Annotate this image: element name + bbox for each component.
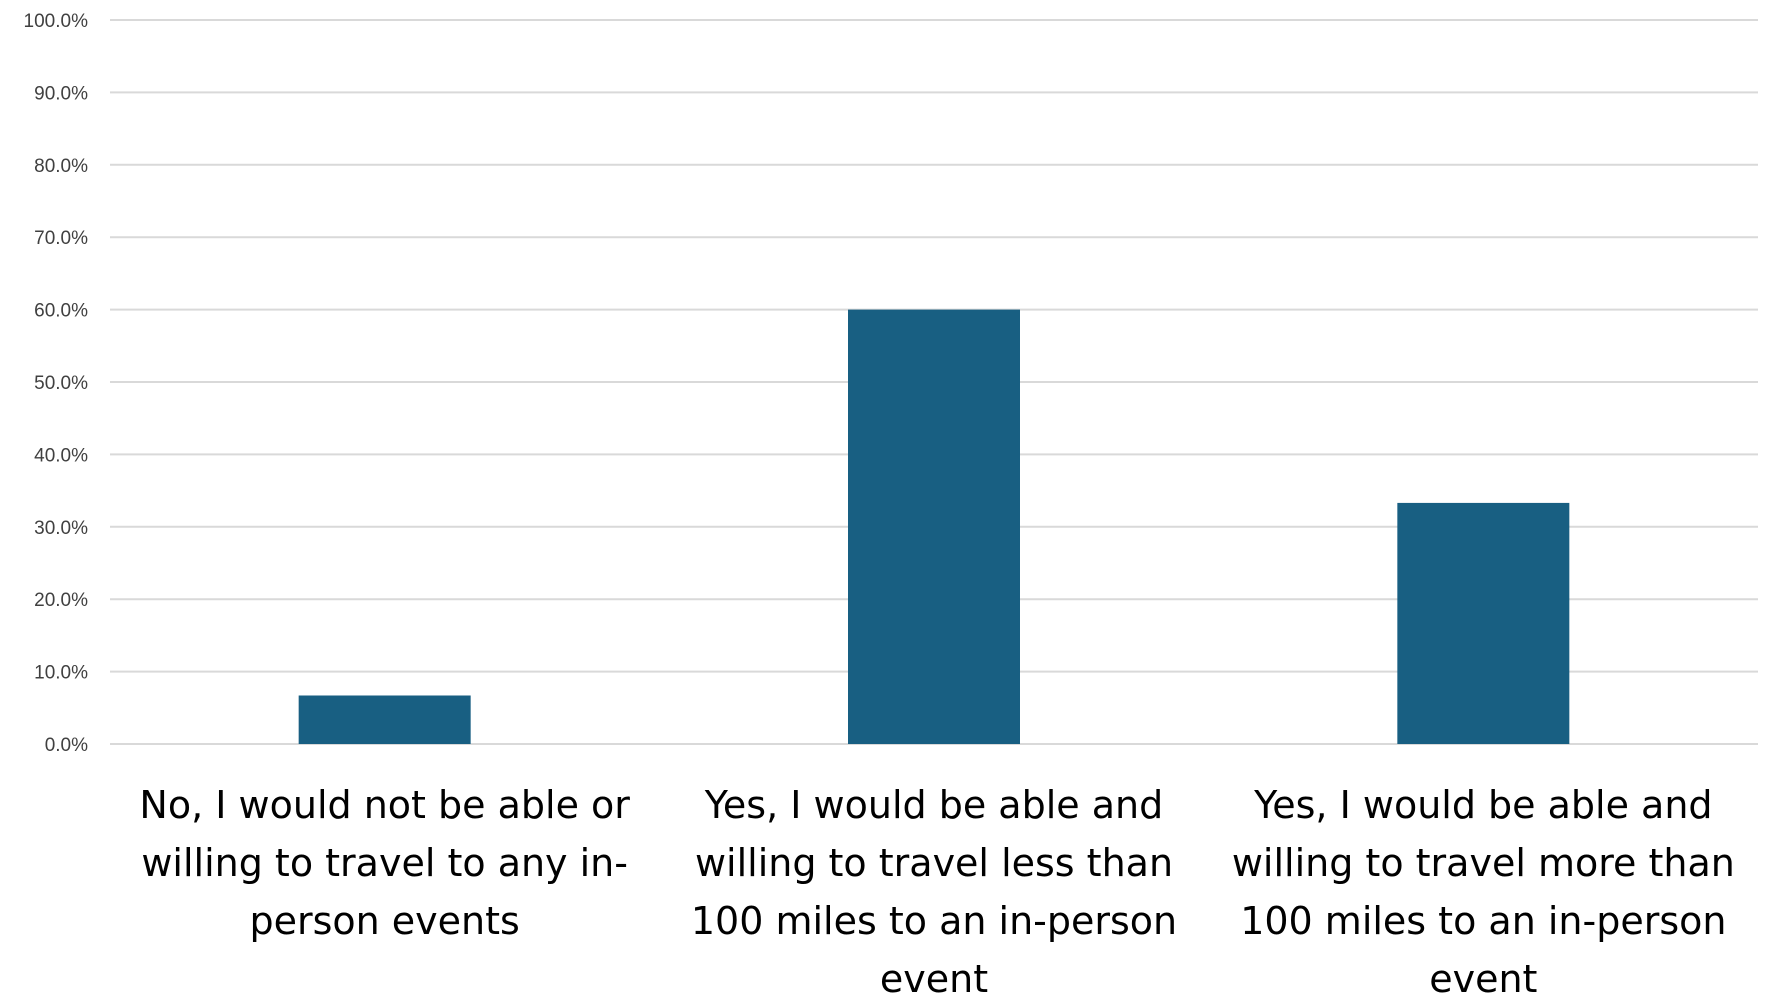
category-label-line: 100 miles to an in-person — [691, 899, 1177, 943]
category-label-line: Yes, I would be able and — [1253, 783, 1712, 827]
category-label-line: No, I would not be able or — [139, 783, 630, 827]
category-label-line: event — [880, 957, 988, 997]
y-axis-tick-labels: 0.0% 10.0% 20.0% 30.0% 40.0% 50.0% 60.0% 70.0% 8… — [24, 11, 89, 756]
y-tick-label: 10.0% — [34, 663, 88, 684]
category-label-line: 100 miles to an in-person — [1240, 899, 1726, 943]
bars — [298, 309, 1570, 744]
category-label: Yes, I would be able and willing to trave… — [691, 783, 1177, 997]
category-label-line: event — [1429, 957, 1537, 997]
y-tick-label: 80.0% — [34, 156, 88, 177]
y-tick-label: 20.0% — [34, 590, 88, 611]
bar — [848, 309, 1020, 744]
bar — [1397, 502, 1570, 744]
category-label: No, I would not be able or willing to tra… — [139, 783, 630, 943]
category-label-line: willing to travel to any in- — [141, 841, 628, 885]
y-tick-label: 40.0% — [34, 445, 88, 466]
y-tick-label: 30.0% — [34, 518, 88, 539]
category-label-line: willing to travel more than — [1232, 841, 1735, 885]
y-tick-label: 90.0% — [34, 83, 88, 104]
x-axis-category-labels: No, I would not be able or willing to tra… — [139, 783, 1734, 997]
y-tick-label: 100.0% — [24, 11, 89, 32]
y-tick-label: 50.0% — [34, 373, 88, 394]
bar — [298, 695, 471, 744]
category-label-line: Yes, I would be able and — [704, 783, 1163, 827]
category-label-line: person events — [249, 899, 519, 943]
y-tick-label: 0.0% — [45, 735, 88, 756]
y-tick-label: 60.0% — [34, 301, 88, 322]
y-tick-label: 70.0% — [34, 228, 88, 249]
category-label: Yes, I would be able and willing to trave… — [1232, 783, 1735, 997]
category-label-line: willing to travel less than — [695, 841, 1173, 885]
